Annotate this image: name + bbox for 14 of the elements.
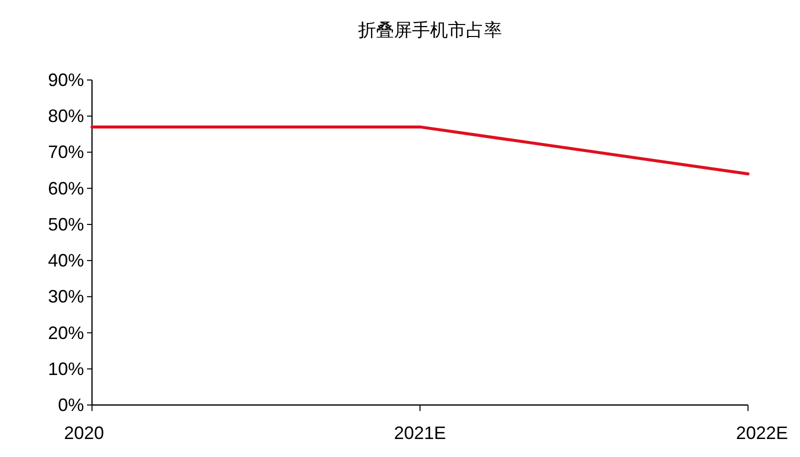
y-tick-label: 30% [48, 286, 84, 307]
y-tick-label: 60% [48, 178, 84, 198]
y-tick-label: 70% [48, 142, 84, 162]
y-tick-label: 50% [48, 214, 84, 234]
x-tick-label: 2021E [394, 423, 446, 443]
y-tick-label: 10% [48, 358, 84, 379]
y-tick-label: 20% [48, 322, 84, 343]
y-tick-label: 80% [48, 106, 84, 126]
y-tick-label: 90% [48, 70, 84, 90]
y-tick-label: 40% [48, 250, 84, 271]
chart-title: 折叠屏手机市占率 [358, 20, 502, 40]
x-tick-label: 2020 [64, 423, 104, 443]
y-tick-label: 0% [58, 395, 84, 415]
x-tick-label: 2022E [736, 423, 788, 443]
